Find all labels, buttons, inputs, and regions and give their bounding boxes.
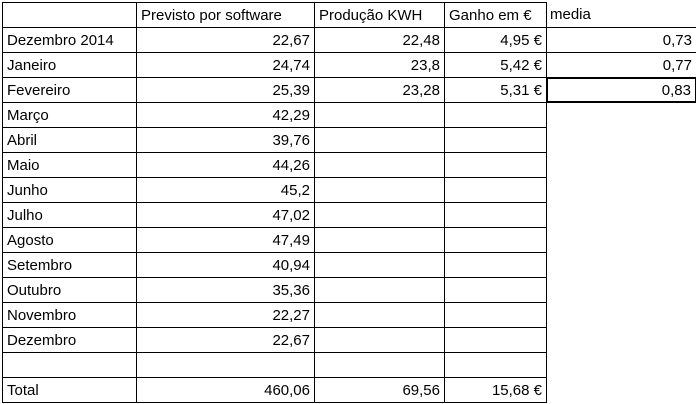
cell[interactable]: 0,83 [546, 77, 696, 103]
cell[interactable]: Maio [2, 152, 137, 178]
cell[interactable] [314, 177, 445, 203]
cell[interactable]: 45,2 [136, 177, 315, 203]
cell[interactable] [314, 277, 445, 303]
cell[interactable]: 25,39 [136, 77, 315, 103]
cell[interactable]: 40,94 [136, 252, 315, 278]
cell[interactable]: 44,26 [136, 152, 315, 178]
cell[interactable]: 0,73 [546, 27, 696, 53]
cell[interactable] [444, 252, 547, 278]
cell[interactable] [444, 302, 547, 328]
cell[interactable] [314, 127, 445, 153]
cell[interactable] [444, 102, 547, 128]
cell[interactable]: Julho [2, 202, 137, 228]
cell[interactable]: 69,56 [314, 377, 445, 403]
cell[interactable]: Total [2, 377, 137, 403]
cell[interactable]: Produção KWH [314, 2, 445, 28]
cell[interactable] [444, 152, 547, 178]
cell[interactable]: 47,49 [136, 227, 315, 253]
cell[interactable]: 22,67 [136, 327, 315, 353]
cell[interactable] [444, 177, 547, 203]
cell[interactable]: 15,68 € [444, 377, 547, 403]
cell[interactable] [444, 127, 547, 153]
cell[interactable]: 23,8 [314, 52, 445, 78]
cell[interactable] [314, 152, 445, 178]
cell[interactable]: Abril [2, 127, 137, 153]
cell[interactable]: Dezembro 2014 [2, 27, 137, 53]
cell[interactable]: 22,27 [136, 302, 315, 328]
cell[interactable] [314, 327, 445, 353]
cell[interactable] [444, 327, 547, 353]
cell[interactable]: 42,29 [136, 102, 315, 128]
cell[interactable]: Junho [2, 177, 137, 203]
cell[interactable] [314, 202, 445, 228]
cell[interactable]: Março [2, 102, 137, 128]
cell[interactable] [444, 352, 547, 378]
cell[interactable]: 4,95 € [444, 27, 547, 53]
cell[interactable]: Dezembro [2, 327, 137, 353]
cell[interactable] [136, 352, 315, 378]
cell[interactable]: Janeiro [2, 52, 137, 78]
cell[interactable]: 24,74 [136, 52, 315, 78]
cell[interactable]: Previsto por software [136, 2, 315, 28]
cell[interactable] [444, 202, 547, 228]
cell[interactable]: Fevereiro [2, 77, 137, 103]
cell[interactable] [314, 302, 445, 328]
cell[interactable]: 22,67 [136, 27, 315, 53]
cell[interactable] [2, 2, 137, 28]
cell[interactable]: 5,31 € [444, 77, 547, 103]
cell[interactable]: 47,02 [136, 202, 315, 228]
cell[interactable] [444, 227, 547, 253]
cell[interactable] [314, 252, 445, 278]
cell[interactable]: Novembro [2, 302, 137, 328]
cell[interactable] [2, 352, 137, 378]
cell[interactable] [444, 277, 547, 303]
cell[interactable]: 23,28 [314, 77, 445, 103]
cell[interactable]: 5,42 € [444, 52, 547, 78]
cell[interactable] [314, 102, 445, 128]
cell[interactable]: 460,06 [136, 377, 315, 403]
cell[interactable]: Setembro [2, 252, 137, 278]
cell[interactable]: 22,48 [314, 27, 445, 53]
cell[interactable]: Outubro [2, 277, 137, 303]
cell[interactable]: Ganho em € [444, 2, 547, 28]
cell[interactable] [314, 352, 445, 378]
cell[interactable]: media [550, 6, 591, 23]
cell[interactable]: 39,76 [136, 127, 315, 153]
cell[interactable] [314, 227, 445, 253]
cell[interactable]: 35,36 [136, 277, 315, 303]
cell[interactable]: 0,77 [546, 52, 696, 78]
cell[interactable]: Agosto [2, 227, 137, 253]
